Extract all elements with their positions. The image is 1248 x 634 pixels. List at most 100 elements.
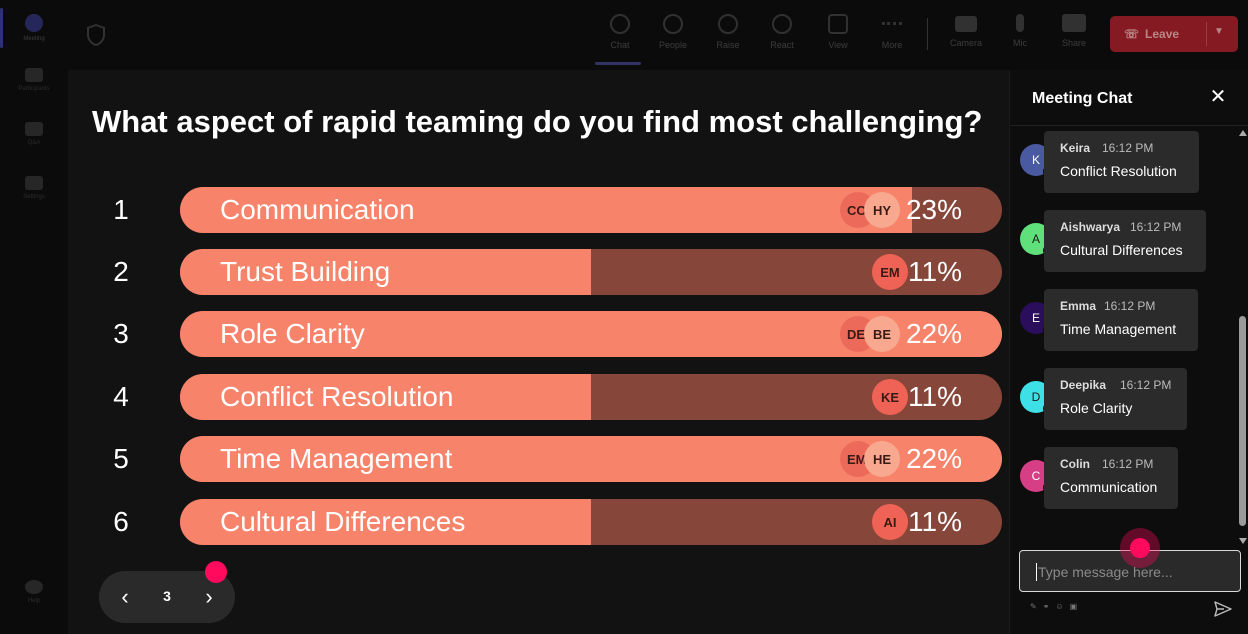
people-icon <box>25 68 43 82</box>
close-icon[interactable]: ✕ <box>1209 86 1227 108</box>
format-icon[interactable]: ✎ <box>1030 602 1037 611</box>
page-number: 3 <box>163 588 171 604</box>
toolbar-raise-hand-button[interactable]: Raise <box>702 10 754 62</box>
option-label: Trust Building <box>220 256 391 287</box>
message-time: 16:12 PM <box>1102 141 1154 155</box>
message-time: 16:12 PM <box>1102 457 1154 471</box>
toolbar-divider <box>927 18 928 50</box>
scroll-thumb[interactable] <box>1239 316 1246 526</box>
message-bubble[interactable]: Emma 16:12 PM Time Management <box>1044 289 1198 351</box>
poll-option-row: 6 Cultural Differences AI 11% <box>68 499 1009 547</box>
input-placeholder: Type message here... <box>1038 564 1173 580</box>
poll-option-row: 5 Time Management EM HE 22% <box>68 436 1009 484</box>
toolbar-react-button[interactable]: React <box>756 10 808 62</box>
message-text: Communication <box>1060 479 1158 495</box>
chevron-right-icon[interactable]: › <box>205 584 213 609</box>
option-label: Time Management <box>220 443 453 474</box>
option-number: 3 <box>113 318 129 349</box>
sender-name: Aishwarya <box>1060 220 1121 234</box>
voter-avatar[interactable]: KE <box>872 379 908 415</box>
toolbar-label: Chat <box>610 40 630 50</box>
scroll-down-icon[interactable] <box>1239 538 1247 544</box>
toolbar-chat-button[interactable]: Chat <box>594 10 646 62</box>
rail-item-help[interactable]: Help <box>0 576 68 622</box>
more-icon <box>882 22 902 28</box>
voter-avatar[interactable]: AI <box>872 504 908 540</box>
toolbar-label: More <box>881 40 903 50</box>
poll-option-row: 1 Communication CO HY 23% <box>68 187 1009 235</box>
toolbar-label: Mic <box>1013 38 1027 48</box>
voter-avatar[interactable]: HE <box>864 441 900 477</box>
message-bubble[interactable]: Keira 16:12 PM Conflict Resolution <box>1044 131 1199 193</box>
option-number: 2 <box>113 256 129 287</box>
rail-item-meeting[interactable]: Meeting <box>0 10 68 56</box>
toolbar-more-button[interactable]: More <box>866 10 918 62</box>
chat-message: D Deepika 16:12 PM Role Clarity <box>1010 368 1240 432</box>
toolbar-people-button[interactable]: People <box>647 10 699 62</box>
voter-avatar[interactable]: EM <box>872 254 908 290</box>
option-percentage: 11% <box>908 256 962 287</box>
option-number: 6 <box>113 506 129 537</box>
poll-option-row: 4 Conflict Resolution KE 11% <box>68 374 1009 422</box>
message-bubble[interactable]: Colin 16:12 PM Communication <box>1044 447 1178 509</box>
chat-message-input[interactable]: Type message here... <box>1019 550 1241 592</box>
rail-item-participants[interactable]: Participants <box>0 64 68 110</box>
rail-item-label: Help <box>27 598 41 604</box>
chat-scrollbar[interactable] <box>1238 130 1248 544</box>
option-bar-fill <box>180 249 591 295</box>
shield-icon <box>87 24 105 46</box>
option-bar: Cultural Differences AI 11% <box>180 499 1002 545</box>
leave-separator <box>1206 22 1207 46</box>
toolbar-camera-button[interactable]: Camera <box>940 10 992 62</box>
voter-avatar[interactable]: HY <box>864 192 900 228</box>
option-bar: Time Management EM HE 22% <box>180 436 1002 482</box>
camera-icon <box>955 16 977 32</box>
chat-message: E Emma 16:12 PM Time Management <box>1010 289 1240 353</box>
rail-item-qa[interactable]: Q&A <box>0 118 68 164</box>
option-label: Cultural Differences <box>220 506 466 537</box>
toolbar-label: View <box>828 40 848 50</box>
chevron-down-icon[interactable]: ▼ <box>1214 26 1224 37</box>
rail-item-label: Settings <box>23 194 45 200</box>
chat-message: A Aishwarya 16:12 PM Cultural Differences <box>1010 210 1240 274</box>
toolbar-active-indicator <box>595 62 641 65</box>
leave-label: Leave <box>1145 27 1180 41</box>
option-label: Role Clarity <box>220 318 365 349</box>
emoji-icon[interactable]: ☺ <box>1055 602 1064 611</box>
toolbar-label: Camera <box>949 38 982 48</box>
leave-button[interactable]: ☏ Leave ▼ <box>1110 16 1238 52</box>
send-icon[interactable] <box>1214 600 1232 618</box>
voter-avatar[interactable]: BE <box>864 316 900 352</box>
option-percentage: 11% <box>908 506 962 537</box>
phone-icon: ☏ <box>1124 27 1140 41</box>
rail-item-label: Q&A <box>27 140 41 146</box>
people-icon <box>663 14 683 34</box>
message-bubble[interactable]: Aishwarya 16:12 PM Cultural Differences <box>1044 210 1206 272</box>
option-label: Conflict Resolution <box>220 381 454 412</box>
toolbar-share-button[interactable]: Share <box>1048 10 1100 62</box>
sender-name: Keira <box>1060 141 1091 155</box>
option-percentage: 22% <box>905 318 962 349</box>
gif-icon[interactable]: ▣ <box>1069 602 1078 611</box>
scroll-up-icon[interactable] <box>1239 130 1247 136</box>
compose-tools: ✎ ⚭ ☺ ▣ <box>1030 602 1077 611</box>
attach-icon[interactable]: ⚭ <box>1042 602 1050 611</box>
rail-item-settings[interactable]: Settings <box>0 172 68 218</box>
toolbar-mic-button[interactable]: Mic <box>994 10 1046 62</box>
message-bubble[interactable]: Deepika 16:12 PM Role Clarity <box>1044 368 1187 430</box>
option-percentage: 23% <box>905 194 962 225</box>
poll-option-row: 2 Trust Building EM 11% <box>68 249 1009 297</box>
option-bar-fill <box>180 499 591 545</box>
chevron-left-icon[interactable]: ‹ <box>121 584 129 609</box>
option-bar: Trust Building EM 11% <box>180 249 1002 295</box>
toolbar-view-button[interactable]: View <box>812 10 864 62</box>
toolbar-label: People <box>658 40 688 50</box>
option-number: 1 <box>113 194 129 225</box>
text-caret <box>1036 563 1037 581</box>
chat-message: C Colin 16:12 PM Communication <box>1010 447 1240 511</box>
chat-message: K Keira 16:12 PM Conflict Resolution <box>1010 131 1240 195</box>
rail-active-indicator <box>0 8 3 48</box>
help-icon <box>25 580 43 594</box>
toolbar-label: React <box>770 40 794 50</box>
